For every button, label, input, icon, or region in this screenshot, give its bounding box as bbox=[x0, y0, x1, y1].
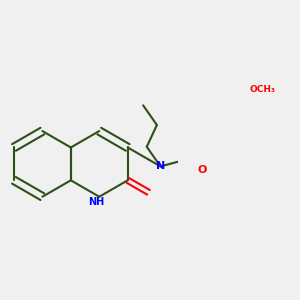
Text: O: O bbox=[198, 165, 207, 175]
Text: N: N bbox=[156, 161, 165, 171]
Text: NH: NH bbox=[88, 197, 104, 207]
Text: OCH₃: OCH₃ bbox=[250, 85, 276, 94]
